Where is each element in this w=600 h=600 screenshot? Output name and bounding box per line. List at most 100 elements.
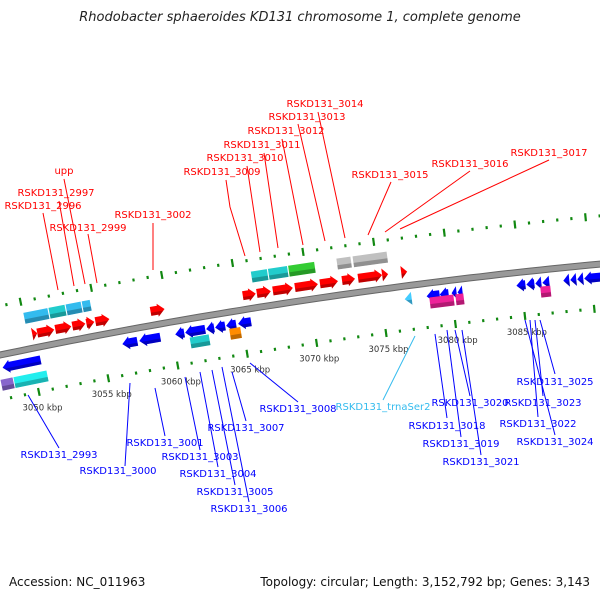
feature-box	[0, 377, 15, 391]
minor-tick	[259, 349, 263, 354]
feature-box	[540, 285, 552, 298]
major-tick	[453, 319, 458, 329]
gene-shape	[288, 261, 316, 277]
minor-tick	[400, 236, 404, 240]
reverse-gene-label: RSKD131_3003	[161, 452, 238, 463]
reverse-gene-label: RSKD131_3007	[207, 423, 284, 434]
reverse-gene-leader-line	[184, 376, 201, 451]
minor-tick	[398, 329, 402, 333]
minor-tick	[188, 268, 192, 272]
major-tick	[442, 228, 446, 237]
gene-shape	[229, 327, 242, 340]
minor-tick	[301, 343, 305, 347]
minor-tick	[412, 327, 416, 331]
minor-tick	[259, 256, 262, 261]
scale-label: 3070 kbp	[299, 355, 339, 365]
gene-shape	[584, 271, 600, 285]
minor-tick	[231, 354, 235, 358]
minor-tick	[565, 309, 568, 314]
reverse-gene-label: RSKD131_3018	[408, 421, 485, 432]
reverse-gene-label: RSKD131_3001	[126, 438, 203, 449]
gene-shape	[352, 251, 389, 268]
reverse-gene	[542, 275, 550, 289]
reverse-gene-leader-line	[249, 362, 299, 403]
gene-shape	[30, 327, 38, 341]
gene-shape	[94, 313, 110, 327]
forward-gene-label: RSKD131_3015	[351, 170, 428, 181]
minor-tick	[386, 238, 390, 242]
reverse-gene-leader-line	[434, 333, 448, 419]
forward-gene	[30, 327, 38, 341]
reverse-gene-label: RSKD131_3025	[516, 377, 593, 388]
trna-label: RSKD131_trnaSer2	[336, 402, 431, 413]
scale-label: 3060 kbp	[161, 377, 201, 387]
feature-box	[229, 327, 242, 340]
reverse-gene-label: RSKD131_2993	[20, 450, 97, 461]
gene-shape	[256, 285, 271, 299]
chromosome-backbone	[0, 261, 600, 358]
gene-shape	[65, 301, 83, 316]
minor-tick	[132, 278, 135, 282]
forward-gene	[256, 285, 271, 299]
gene-shape	[455, 293, 465, 306]
reverse-gene-leader-line	[524, 319, 556, 436]
gene-shape	[48, 304, 67, 319]
forward-gene-label: RSKD131_3013	[268, 112, 345, 123]
minor-tick	[426, 325, 429, 330]
minor-tick	[370, 333, 374, 337]
forward-gene	[85, 316, 95, 330]
reverse-gene-leader-line	[454, 329, 471, 397]
trna-leader-line	[382, 335, 416, 401]
minor-tick	[75, 288, 79, 293]
forward-gene-label: RSKD131_3002	[114, 210, 191, 221]
minor-tick	[495, 317, 499, 321]
forward-gene-leader-line	[297, 123, 326, 242]
gene-shape	[189, 334, 211, 349]
feature-box	[81, 299, 92, 313]
minor-tick	[428, 232, 432, 237]
gene-shape	[71, 318, 86, 332]
reverse-gene-label: RSKD131_3020	[431, 398, 508, 409]
accession-text: Accession: NC_011963	[9, 575, 146, 589]
reverse-gene	[139, 332, 162, 347]
feature-box	[429, 294, 455, 309]
reverse-gene-label: RSKD131_3006	[210, 504, 287, 515]
gene-shape	[2, 355, 42, 373]
minor-tick	[190, 361, 193, 365]
gene-shape	[526, 277, 535, 291]
forward-gene-label: RSKD131_3009	[183, 167, 260, 178]
forward-gene-leader-line	[399, 159, 550, 230]
minor-tick	[440, 324, 443, 328]
forward-gene-leader-line	[281, 138, 304, 246]
feature-box	[13, 370, 49, 388]
gene-shape	[215, 320, 226, 333]
minor-tick	[329, 339, 332, 343]
minor-tick	[273, 347, 277, 351]
feature-box	[352, 251, 389, 268]
feature-box	[288, 261, 316, 277]
minor-tick	[358, 242, 361, 246]
minor-tick	[537, 312, 541, 317]
major-tick	[245, 349, 249, 358]
minor-tick	[468, 320, 471, 324]
reverse-gene	[516, 278, 526, 292]
major-tick	[159, 270, 164, 280]
minor-tick	[527, 221, 531, 225]
gene-shape	[542, 275, 550, 289]
gene-shape	[36, 324, 55, 338]
minor-tick	[65, 384, 69, 389]
forward-gene	[54, 321, 72, 335]
reverse-gene-leader-line	[154, 387, 166, 437]
forward-gene-leader-line	[63, 178, 86, 285]
gene-shape	[185, 324, 206, 338]
minor-tick	[315, 248, 319, 252]
reverse-gene-label: RSKD131_3023	[504, 398, 581, 409]
reverse-gene	[206, 321, 215, 335]
reverse-gene	[185, 324, 206, 338]
forward-gene-label: RSKD131_3011	[223, 140, 300, 151]
major-tick	[314, 338, 319, 348]
minor-tick	[51, 387, 55, 391]
minor-tick	[570, 217, 573, 221]
minor-tick	[541, 219, 545, 224]
